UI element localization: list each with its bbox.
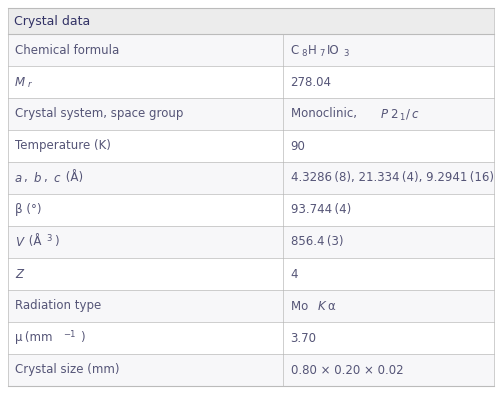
Text: μ (mm: μ (mm: [15, 331, 52, 344]
Text: 1: 1: [400, 113, 405, 122]
Text: 0.80 × 0.20 × 0.02: 0.80 × 0.20 × 0.02: [290, 363, 403, 376]
Bar: [8, 66, 494, 98]
Bar: [8, 194, 494, 226]
Text: a: a: [15, 171, 22, 184]
Text: 90: 90: [290, 139, 306, 152]
Text: 2: 2: [390, 107, 398, 120]
Text: Chemical formula: Chemical formula: [15, 43, 120, 56]
Bar: [8, 34, 494, 66]
Text: 4.3286 (8), 21.334 (4), 9.2941 (16): 4.3286 (8), 21.334 (4), 9.2941 (16): [290, 171, 494, 184]
Text: c: c: [412, 107, 418, 120]
Text: M: M: [15, 75, 25, 88]
Text: Monoclinic,: Monoclinic,: [290, 107, 360, 120]
Text: β (°): β (°): [15, 203, 42, 216]
Bar: [8, 98, 494, 130]
Bar: [8, 322, 494, 354]
Text: (Å): (Å): [62, 171, 83, 184]
Text: 856.4 (3): 856.4 (3): [290, 235, 343, 248]
Text: c: c: [54, 171, 60, 184]
Text: /: /: [406, 107, 410, 120]
Text: (Å: (Å: [26, 235, 42, 248]
Text: 3: 3: [343, 49, 348, 58]
Text: Crystal size (mm): Crystal size (mm): [15, 363, 120, 376]
Text: 93.744 (4): 93.744 (4): [290, 203, 351, 216]
Text: Mo: Mo: [290, 299, 312, 312]
Bar: [8, 290, 494, 322]
Text: Temperature (K): Temperature (K): [15, 139, 111, 152]
Text: 4: 4: [290, 267, 298, 280]
Bar: [8, 8, 494, 34]
Bar: [8, 354, 494, 386]
Text: H: H: [308, 43, 317, 56]
Bar: [8, 162, 494, 194]
Text: b: b: [34, 171, 42, 184]
Text: ): ): [54, 235, 58, 248]
Text: V: V: [15, 235, 23, 248]
Text: 278.04: 278.04: [290, 75, 332, 88]
Text: −1: −1: [64, 330, 76, 339]
Text: 3: 3: [46, 234, 52, 243]
Text: ,: ,: [44, 171, 51, 184]
Text: K: K: [318, 299, 326, 312]
Bar: [8, 130, 494, 162]
Text: r: r: [28, 80, 32, 89]
Bar: [8, 226, 494, 258]
Text: Crystal system, space group: Crystal system, space group: [15, 107, 183, 120]
Text: P: P: [380, 107, 388, 120]
Bar: [8, 258, 494, 290]
Text: Radiation type: Radiation type: [15, 299, 101, 312]
Text: 8: 8: [301, 49, 306, 58]
Text: IO: IO: [326, 43, 339, 56]
Text: α: α: [328, 299, 336, 312]
Text: 7: 7: [320, 49, 325, 58]
Text: Z: Z: [15, 267, 23, 280]
Text: Crystal data: Crystal data: [14, 15, 90, 28]
Text: ,: ,: [24, 171, 32, 184]
Text: ): ): [80, 331, 84, 344]
Text: C: C: [290, 43, 299, 56]
Text: 3.70: 3.70: [290, 331, 316, 344]
